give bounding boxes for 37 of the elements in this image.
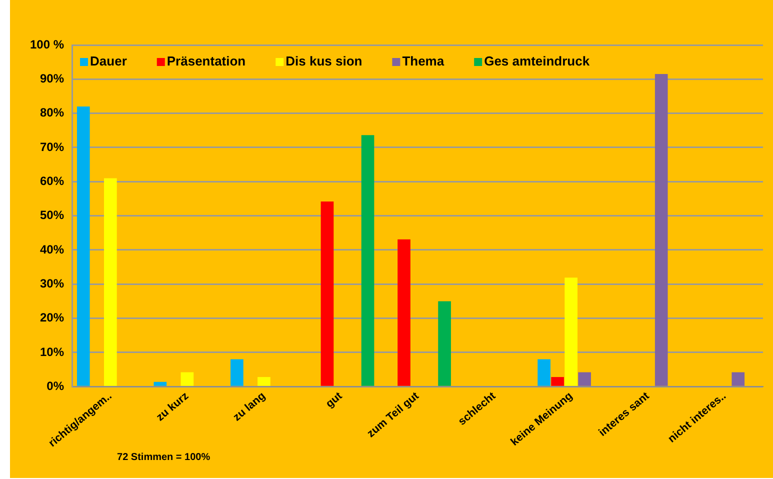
y-tick-label: 60% bbox=[40, 174, 64, 188]
x-tick-label: gut bbox=[324, 390, 345, 410]
bar bbox=[438, 301, 451, 386]
bar bbox=[180, 372, 194, 386]
y-tick-label: 100 % bbox=[30, 37, 64, 52]
bar bbox=[230, 359, 244, 386]
y-tick-label: 50% bbox=[40, 208, 64, 222]
y-tick-label: 70% bbox=[40, 140, 64, 154]
legend-label: Thema bbox=[402, 54, 445, 69]
legend-label: Dis kus sion bbox=[286, 54, 362, 69]
bar bbox=[361, 135, 374, 386]
y-tick-label: 80% bbox=[40, 106, 64, 120]
bar bbox=[258, 377, 270, 386]
y-tick-label: 90% bbox=[40, 71, 64, 86]
y-tick-label: 20% bbox=[40, 310, 64, 325]
y-tick-label: 0% bbox=[46, 378, 64, 393]
legend-label: Ges amteindruck bbox=[484, 54, 590, 69]
bar bbox=[551, 377, 564, 386]
bar bbox=[578, 372, 591, 386]
bar bbox=[104, 178, 117, 386]
bar bbox=[320, 201, 334, 386]
x-tick-label: zu kurz bbox=[154, 390, 192, 424]
text: 72 Stimmen = 100% bbox=[117, 452, 210, 463]
legend-label: Dauer bbox=[90, 54, 127, 69]
bar bbox=[76, 106, 90, 386]
x-tick-label: zu lang bbox=[231, 390, 268, 424]
bar bbox=[732, 372, 745, 386]
bar bbox=[538, 359, 550, 386]
bar bbox=[154, 382, 167, 386]
bar bbox=[654, 74, 668, 386]
y-tick-label: 10% bbox=[40, 344, 64, 359]
y-tick-label: 40% bbox=[40, 242, 64, 256]
legend-label: Präsentation bbox=[166, 54, 246, 69]
bar bbox=[398, 239, 410, 386]
y-tick-label: 30% bbox=[40, 276, 64, 290]
x-tick-label: zum Teil gut bbox=[365, 390, 422, 440]
bar bbox=[564, 278, 578, 386]
